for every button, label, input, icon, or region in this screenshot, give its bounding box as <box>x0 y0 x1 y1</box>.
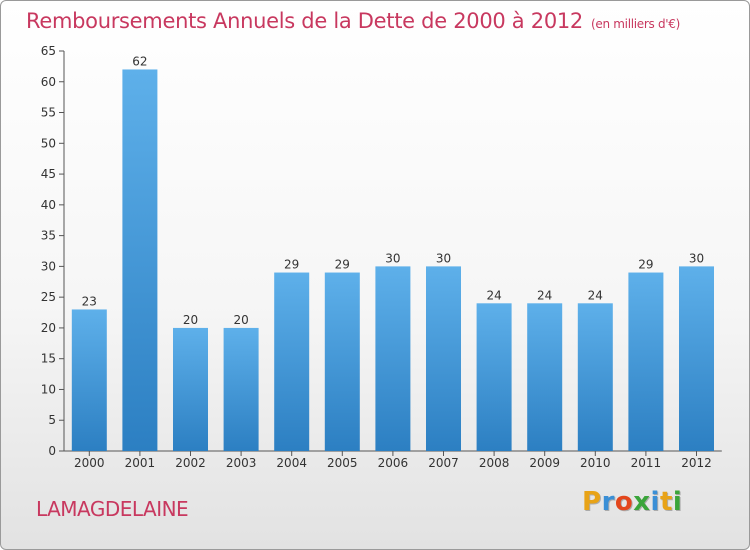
chart-axes: 0 5 10 15 20 25 30 35 40 45 50 55 60 65 2000 2001 2002 20… <box>41 44 722 470</box>
bar-value-label: 30 <box>385 251 400 265</box>
x-tick-label: 2004 <box>276 456 307 470</box>
x-tick-label: 2005 <box>327 456 358 470</box>
bar-value-label: 62 <box>132 54 147 68</box>
logo-letter: P <box>582 487 602 517</box>
bar-value-label: 20 <box>183 313 198 327</box>
x-tick-label: 2009 <box>529 456 560 470</box>
x-tick-label: 2012 <box>681 456 712 470</box>
y-tick-label: 30 <box>41 259 56 273</box>
chart-bars: 23 62 20 20 29 29 30 30 24 24 24 29 30 <box>71 54 714 451</box>
chart-title: Remboursements Annuels de la Dette de 20… <box>26 9 680 33</box>
bar-2006 <box>375 266 411 451</box>
x-tick-label: 2011 <box>631 456 662 470</box>
y-tick-label: 45 <box>41 167 56 181</box>
bar-value-label: 20 <box>233 313 248 327</box>
y-tick-label: 0 <box>48 444 56 458</box>
logo-letter: i <box>650 487 660 517</box>
logo-letter: x <box>633 487 651 517</box>
x-tick-label: 2000 <box>74 456 105 470</box>
bar-2001 <box>122 69 158 451</box>
bar-2003 <box>223 327 259 451</box>
x-tick-label: 2006 <box>378 456 409 470</box>
logo-letter: o <box>614 487 634 517</box>
logo-letter: t <box>659 487 673 517</box>
chart-title-text: Remboursements Annuels de la Dette de 20… <box>26 9 583 33</box>
x-tick-label: 2007 <box>428 456 459 470</box>
bar-2000 <box>71 309 107 451</box>
x-tick-label: 2002 <box>175 456 206 470</box>
x-tick-label: 2008 <box>479 456 510 470</box>
bar-2012 <box>679 266 714 451</box>
x-tick-label: 2010 <box>580 456 611 470</box>
bar-2007 <box>426 266 461 451</box>
x-tick-label: 2001 <box>125 456 156 470</box>
bar-2005 <box>324 272 360 451</box>
bar-value-label: 24 <box>537 288 552 302</box>
bar-2010 <box>577 303 613 451</box>
y-tick-label: 5 <box>48 413 56 427</box>
y-tick-label: 55 <box>41 106 56 120</box>
bar-2004 <box>274 272 310 451</box>
x-tick-label: 2003 <box>226 456 257 470</box>
bar-value-label: 24 <box>486 288 501 302</box>
y-tick-label: 35 <box>41 229 56 243</box>
bar-2002 <box>173 327 208 451</box>
y-tick-label: 20 <box>41 321 56 335</box>
chart-unit: (en milliers d'€) <box>591 17 681 31</box>
y-tick-label: 50 <box>41 136 56 150</box>
logo-letter: i <box>672 487 683 517</box>
bar-2009 <box>527 303 563 451</box>
proxiti-logo: Proxiti <box>582 487 682 517</box>
bar-value-label: 29 <box>284 258 299 272</box>
logo-letter: r <box>601 487 615 517</box>
bar-2008 <box>476 303 512 451</box>
y-tick-label: 40 <box>41 198 56 212</box>
bar-value-label: 29 <box>638 258 653 272</box>
bar-value-label: 30 <box>436 251 451 265</box>
bar-2011 <box>628 272 664 451</box>
bar-value-label: 30 <box>689 251 704 265</box>
y-tick-label: 60 <box>41 75 56 89</box>
y-tick-label: 15 <box>41 352 56 366</box>
bar-value-label: 23 <box>82 294 97 308</box>
bar-value-label: 24 <box>588 288 603 302</box>
y-tick-label: 65 <box>41 44 56 58</box>
bar-value-label: 29 <box>335 258 350 272</box>
y-tick-label: 10 <box>41 382 56 396</box>
commune-name: LAMAGDELAINE <box>36 497 189 521</box>
y-tick-label: 25 <box>41 290 56 304</box>
